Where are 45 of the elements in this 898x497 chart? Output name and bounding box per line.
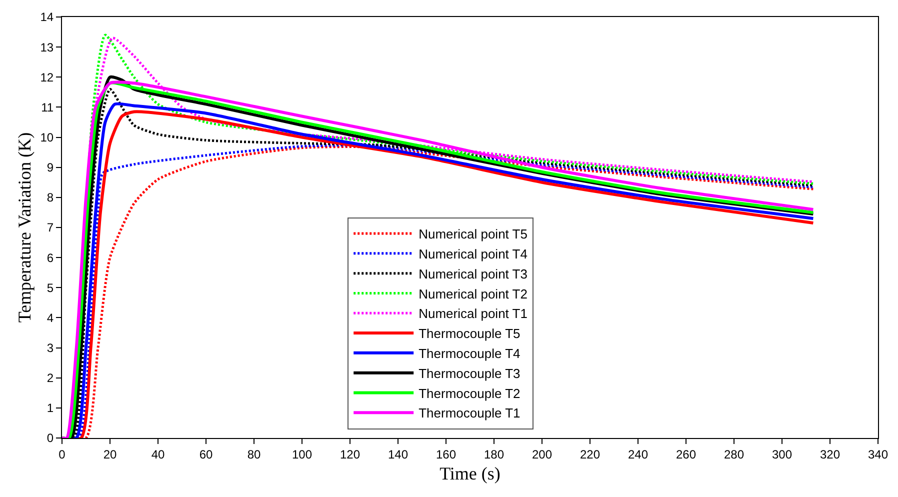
y-tick-label: 3 <box>46 340 54 355</box>
y-tick-label: 7 <box>46 220 54 235</box>
x-tick-label: 220 <box>580 447 600 462</box>
y-tick-label: 2 <box>46 371 54 386</box>
x-tick-label: 320 <box>820 447 840 462</box>
x-tick-label: 140 <box>388 447 408 462</box>
x-tick-label: 40 <box>151 447 165 462</box>
y-tick-label: 4 <box>46 310 54 325</box>
x-axis-title: Time (s) <box>440 464 500 484</box>
x-tick-label: 20 <box>103 447 117 462</box>
legend-label: Numerical point T4 <box>418 246 528 262</box>
y-tick-label: 14 <box>40 10 54 24</box>
legend-label: Thermocouple T4 <box>418 346 520 361</box>
y-tick-label: 5 <box>46 280 54 295</box>
x-tick-label: 300 <box>772 447 792 462</box>
y-tick-label: 12 <box>40 70 54 84</box>
y-tick-label: 6 <box>46 250 54 265</box>
x-tick-label: 240 <box>628 447 648 462</box>
legend-label: Thermocouple T2 <box>418 386 520 401</box>
legend-label: Numerical point T5 <box>418 226 528 242</box>
y-tick-label: 0 <box>46 431 54 446</box>
y-tick-label: 10 <box>40 130 54 144</box>
x-tick-label: 340 <box>868 447 888 462</box>
y-tick-label: 9 <box>46 160 54 175</box>
x-tick-label: 160 <box>436 447 456 462</box>
legend-label: Thermocouple T3 <box>418 366 520 381</box>
legend-label: Numerical point T1 <box>418 306 528 322</box>
x-tick-label: 0 <box>58 447 66 462</box>
x-tick-label: 120 <box>340 447 360 462</box>
x-tick-label: 260 <box>676 447 696 462</box>
y-tick-label: 13 <box>40 40 54 54</box>
legend-label: Thermocouple T1 <box>418 406 520 421</box>
legend-label: Thermocouple T5 <box>418 326 520 342</box>
x-tick-label: 200 <box>532 447 552 462</box>
y-tick-label: 8 <box>46 190 54 205</box>
y-axis-title: Temperature Variation (K) <box>14 132 34 323</box>
legend-label: Numerical point T3 <box>418 266 528 282</box>
x-tick-label: 180 <box>484 447 504 462</box>
x-tick-label: 280 <box>724 447 744 462</box>
x-tick-label: 100 <box>292 447 312 462</box>
legend-label: Numerical point T2 <box>418 286 528 302</box>
x-tick-label: 60 <box>199 447 213 462</box>
y-tick-label: 1 <box>46 401 54 416</box>
y-tick-label: 11 <box>41 100 54 114</box>
x-tick-label: 80 <box>247 447 261 462</box>
